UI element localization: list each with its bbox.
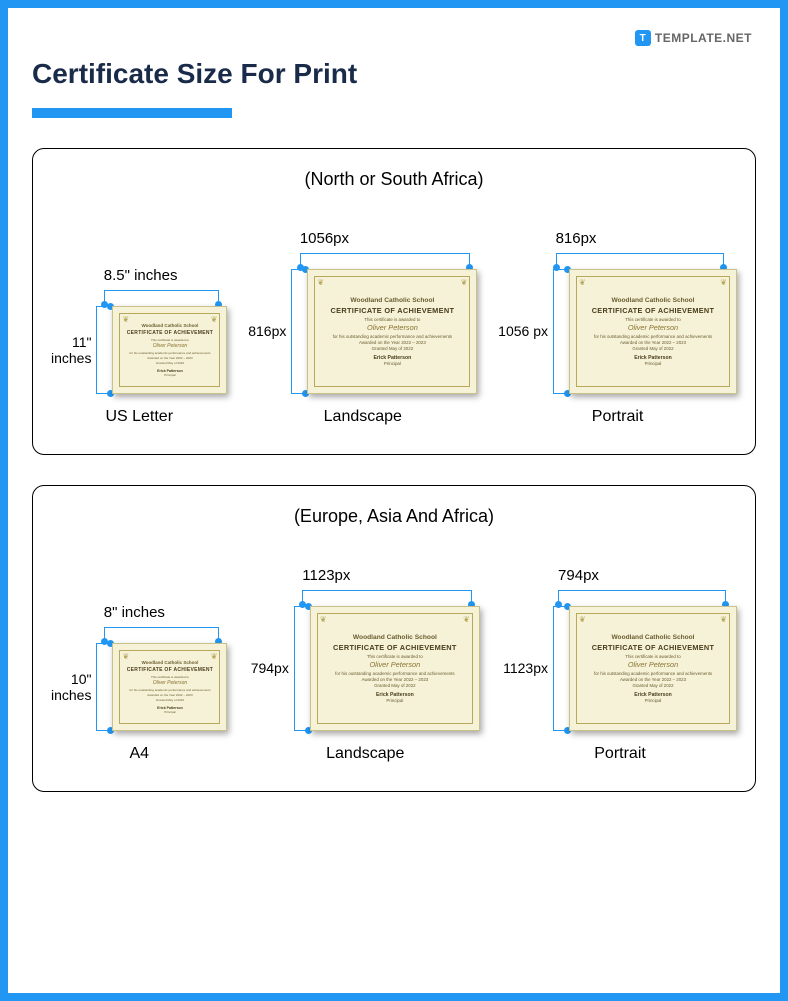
certificate-thumbnail: Woodland Catholic School CERTIFICATE OF … xyxy=(112,306,227,394)
height-bracket xyxy=(553,269,567,394)
width-bracket xyxy=(104,627,219,641)
certificate-thumbnail: Woodland Catholic School CERTIFICATE OF … xyxy=(112,643,227,731)
height-bracket xyxy=(96,643,110,731)
width-label: 816px xyxy=(556,230,724,247)
width-bracket xyxy=(558,590,726,604)
width-bracket xyxy=(104,290,219,304)
size-item: 8" inches 10"inches Woodland Catholic Sc… xyxy=(51,604,227,763)
width-label: 1123px xyxy=(302,567,472,584)
height-label: 816px xyxy=(248,323,286,339)
height-bracket xyxy=(291,269,305,394)
certificate-thumbnail: Woodland Catholic School CERTIFICATE OF … xyxy=(310,606,480,731)
region-label: (North or South Africa) xyxy=(51,169,737,190)
size-item: 1123px 794px Woodland Catholic School CE… xyxy=(251,567,480,763)
height-label: 10"inches xyxy=(51,671,91,703)
width-label: 8.5" inches xyxy=(104,267,219,284)
size-label: Portrait xyxy=(594,745,646,763)
size-label: Landscape xyxy=(324,408,402,426)
size-panel: (North or South Africa) 8.5" inches 11"i… xyxy=(32,148,756,455)
size-item: 816px 1056 px Woodland Catholic School C… xyxy=(498,230,737,426)
size-panel: (Europe, Asia And Africa) 8" inches 10"i… xyxy=(32,485,756,792)
size-label: Landscape xyxy=(326,745,404,763)
certificate-thumbnail: Woodland Catholic School CERTIFICATE OF … xyxy=(569,269,737,394)
region-label: (Europe, Asia And Africa) xyxy=(51,506,737,527)
height-bracket xyxy=(553,606,567,731)
width-label: 1056px xyxy=(300,230,470,247)
certificate-thumbnail: Woodland Catholic School CERTIFICATE OF … xyxy=(307,269,477,394)
size-label: A4 xyxy=(129,745,149,763)
page-title: Certificate Size For Print xyxy=(32,58,756,90)
height-label: 1056 px xyxy=(498,323,548,339)
size-label: US Letter xyxy=(105,408,173,426)
brand-logo: T TEMPLATE.NET xyxy=(635,30,752,46)
brand-text: TEMPLATE.NET xyxy=(655,31,752,45)
width-bracket xyxy=(556,253,724,267)
width-label: 8" inches xyxy=(104,604,219,621)
brand-icon: T xyxy=(635,30,651,46)
certificate-thumbnail: Woodland Catholic School CERTIFICATE OF … xyxy=(569,606,737,731)
size-item: 794px 1123px Woodland Catholic School CE… xyxy=(503,567,737,763)
title-underline xyxy=(32,108,232,118)
size-item: 8.5" inches 11"inches Woodland Catholic … xyxy=(51,267,227,426)
height-label: 1123px xyxy=(503,660,548,676)
height-label: 11"inches xyxy=(51,334,91,366)
width-bracket xyxy=(302,590,472,604)
size-item: 1056px 816px Woodland Catholic School CE… xyxy=(248,230,477,426)
height-bracket xyxy=(294,606,308,731)
size-label: Portrait xyxy=(592,408,644,426)
width-label: 794px xyxy=(558,567,726,584)
height-label: 794px xyxy=(251,660,289,676)
width-bracket xyxy=(300,253,470,267)
height-bracket xyxy=(96,306,110,394)
